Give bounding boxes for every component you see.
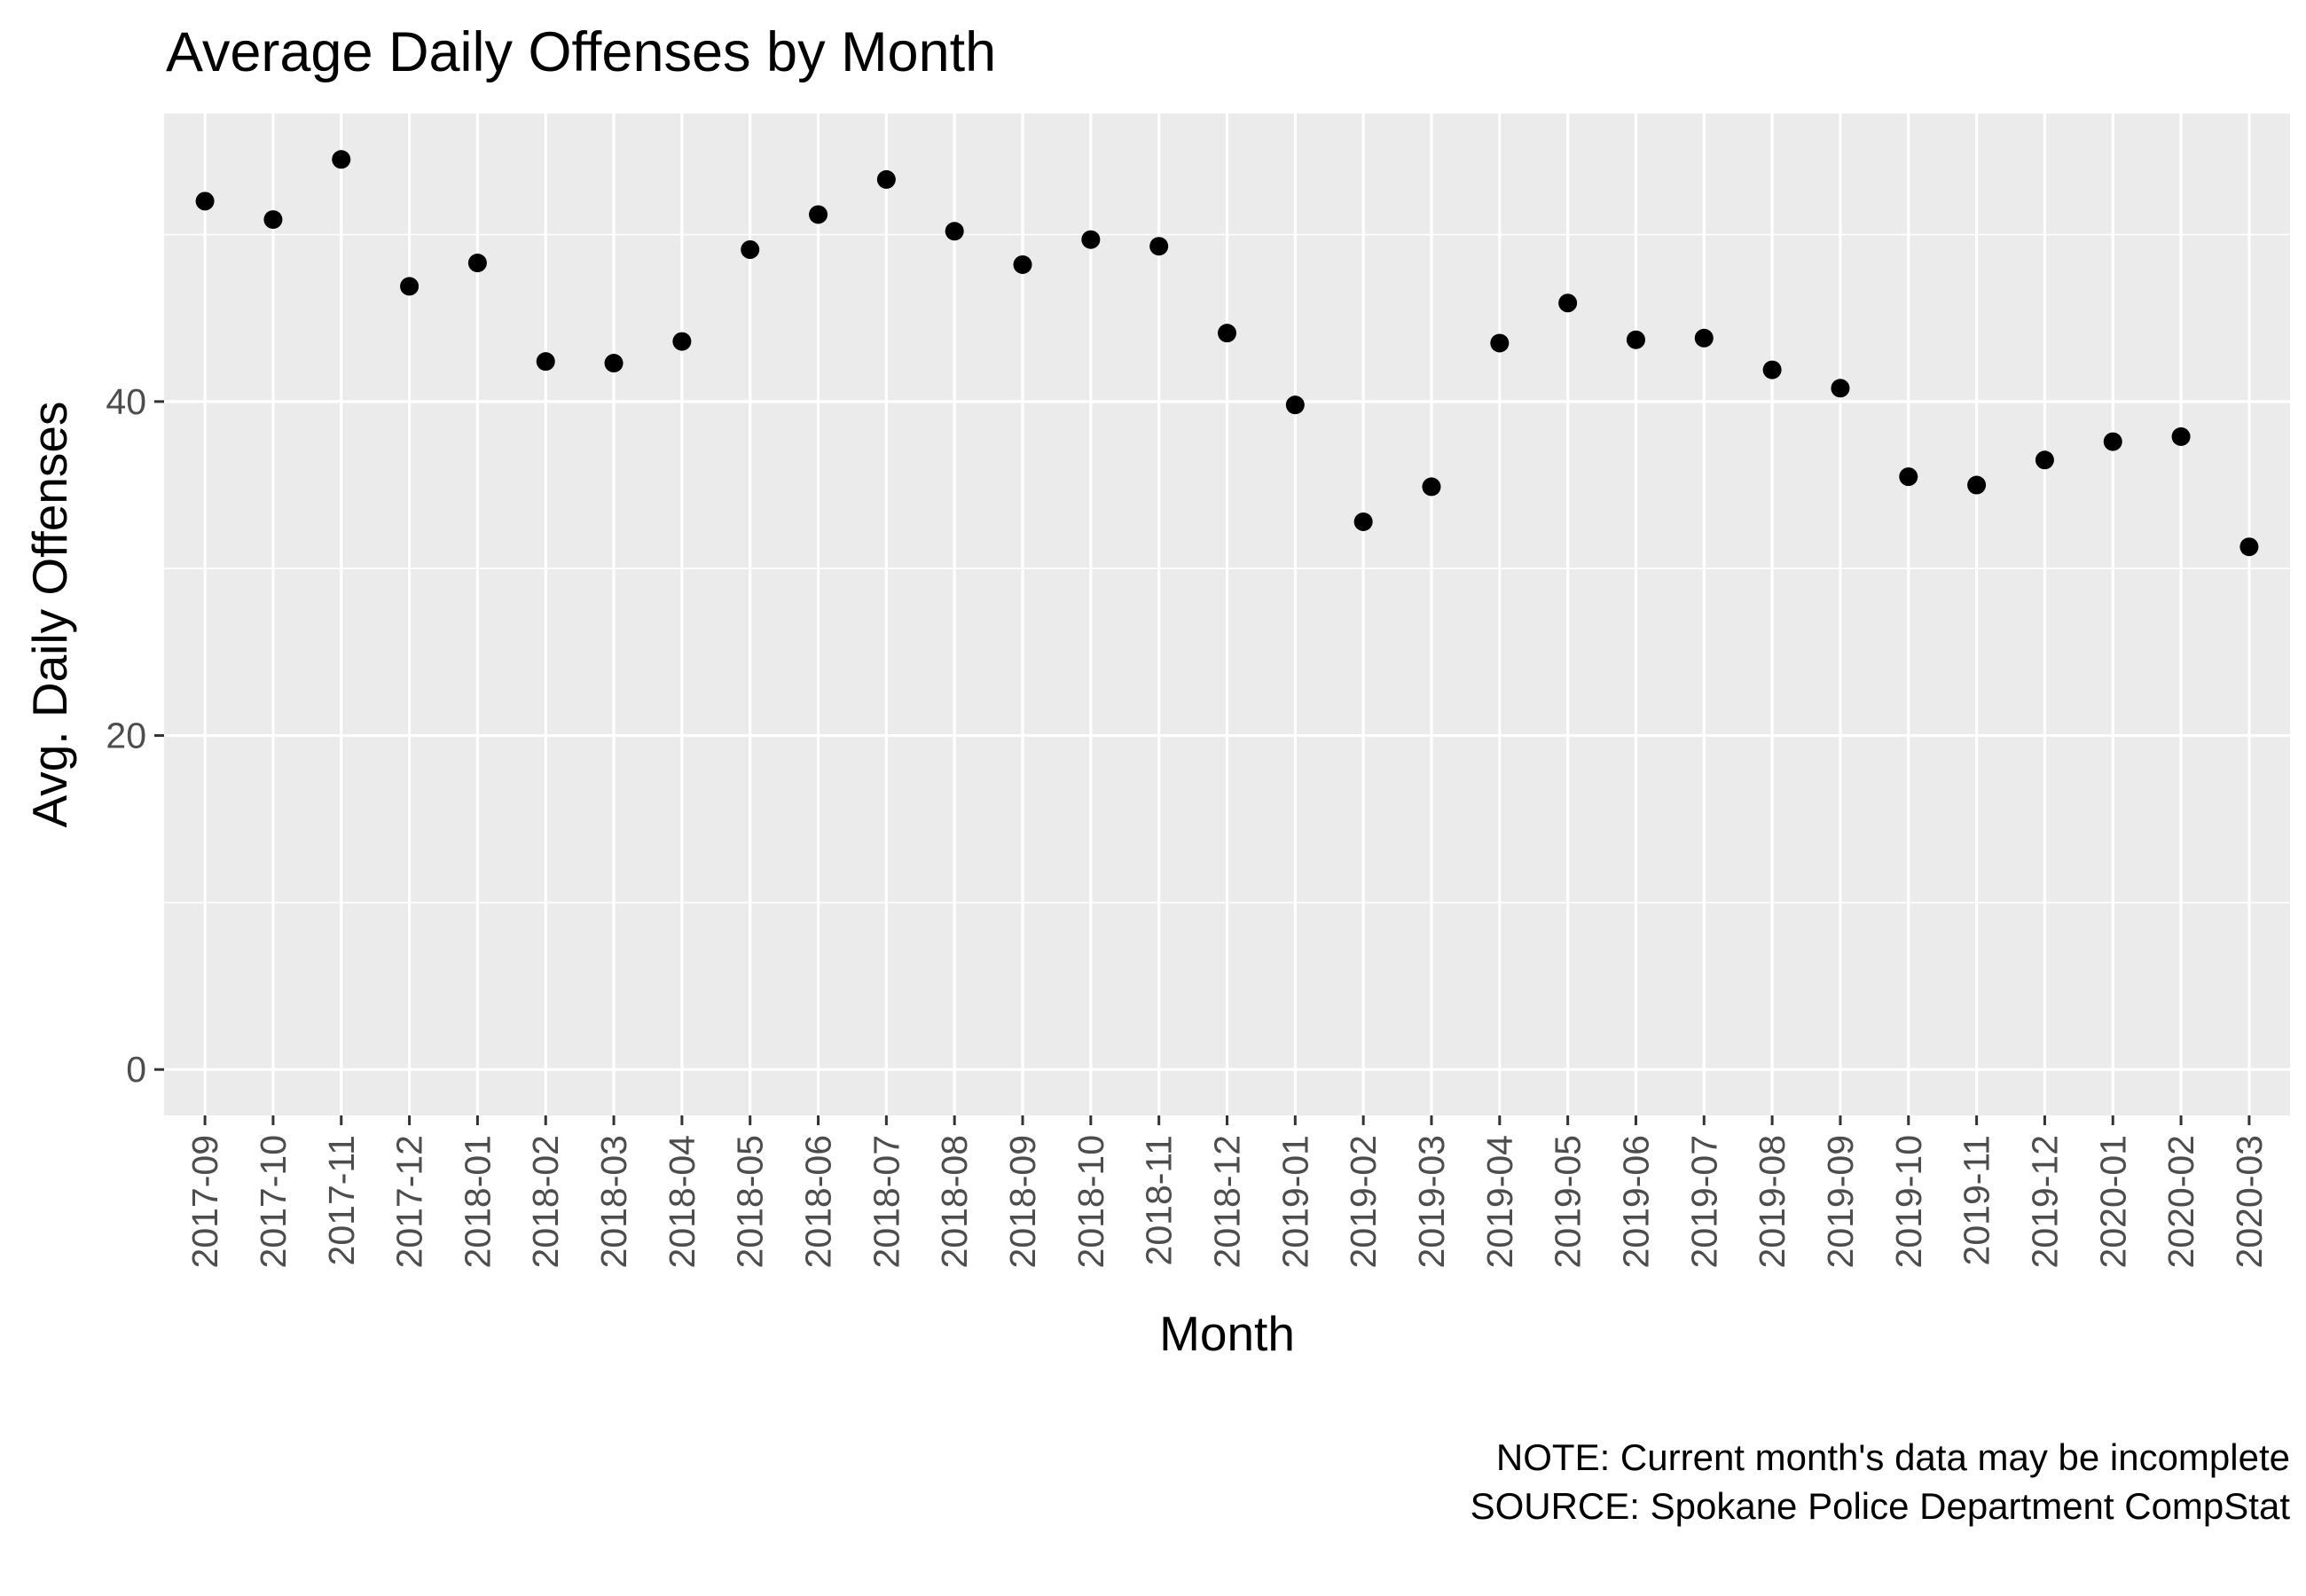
x-tick-label: 2018-12	[1207, 1135, 1248, 1268]
data-point	[1422, 477, 1441, 497]
caption-source: SOURCE: Spokane Police Department CompSt…	[1471, 1485, 2291, 1527]
data-point	[741, 239, 760, 259]
x-tick-label: 2018-09	[1002, 1135, 1043, 1268]
x-tick-label: 2018-05	[730, 1135, 771, 1268]
x-tick-label: 2019-04	[1479, 1135, 1520, 1268]
data-point	[809, 205, 828, 224]
data-point	[1081, 230, 1101, 249]
data-point	[332, 150, 351, 169]
x-tick-label: 2017-09	[184, 1135, 225, 1268]
x-tick-label: 2019-08	[1752, 1135, 1792, 1268]
x-tick-label: 2018-10	[1071, 1135, 1111, 1268]
y-tick-label: 0	[126, 1049, 146, 1090]
x-tick-label: 2019-06	[1615, 1135, 1656, 1268]
x-tick-label: 2019-11	[1957, 1135, 1997, 1265]
x-tick-label: 2018-01	[457, 1135, 498, 1268]
data-point	[1285, 395, 1305, 415]
data-point	[672, 332, 692, 351]
data-point	[1558, 293, 1578, 313]
x-tick-label: 2018-02	[525, 1135, 566, 1268]
x-tick-label: 2019-03	[1411, 1135, 1452, 1268]
grid-lines	[164, 113, 2290, 1115]
data-point	[1013, 254, 1032, 274]
x-tick-label: 2020-02	[2161, 1135, 2201, 1268]
data-point	[536, 352, 555, 372]
x-tick-label: 2017-12	[389, 1135, 430, 1268]
data-point	[1899, 467, 1918, 487]
data-point	[1831, 379, 1850, 398]
data-point	[1694, 328, 1714, 348]
data-point	[1149, 237, 1169, 256]
y-tick-label: 20	[106, 716, 146, 756]
x-tick-label: 2019-09	[1820, 1135, 1861, 1268]
x-tick-label: 2018-11	[1139, 1135, 1180, 1265]
data-point	[263, 210, 283, 230]
data-points	[195, 150, 2259, 557]
x-tick-label: 2019-05	[1548, 1135, 1588, 1268]
y-axis-title: Avg. Daily Offenses	[22, 402, 77, 828]
x-tick-label: 2018-08	[934, 1135, 975, 1268]
x-tick-label: 2019-07	[1683, 1135, 1724, 1268]
x-tick-label: 2017-11	[321, 1135, 362, 1265]
x-tick-label: 2019-01	[1275, 1135, 1315, 1268]
data-point	[2171, 426, 2191, 446]
x-tick-label: 2018-07	[866, 1135, 906, 1268]
data-point	[400, 277, 420, 296]
axes: 0 20 40 2017-09 2017-10 2017-11 2017-12 2018-01…	[106, 381, 2270, 1269]
data-point	[1218, 324, 1236, 343]
data-point	[1762, 360, 1782, 379]
x-tick-label: 2020-03	[2229, 1135, 2270, 1268]
chart-title: Average Daily Offenses by Month	[166, 21, 996, 83]
data-point	[1626, 330, 1645, 349]
x-tick-label: 2018-06	[798, 1135, 839, 1268]
x-tick-label: 2019-02	[1343, 1135, 1384, 1268]
data-point	[2103, 432, 2122, 451]
data-point	[876, 169, 896, 189]
data-point	[467, 254, 487, 273]
x-tick-label: 2017-10	[253, 1135, 294, 1268]
caption-note: NOTE: Current month's data may be incomp…	[1496, 1436, 2290, 1478]
data-point	[1353, 512, 1373, 531]
x-axis-title: Month	[1159, 1306, 1295, 1361]
x-tick-label: 2018-04	[662, 1135, 702, 1268]
data-point	[604, 354, 624, 373]
x-tick-label: 2018-03	[593, 1135, 634, 1268]
data-point	[1490, 333, 1510, 353]
x-tick-label: 2019-12	[2024, 1135, 2065, 1268]
y-tick-label: 40	[106, 381, 146, 422]
data-point	[2035, 450, 2054, 470]
x-tick-label: 2020-01	[2092, 1135, 2133, 1268]
data-point	[195, 192, 215, 211]
x-tick-label: 2019-10	[1888, 1135, 1929, 1268]
data-point	[2239, 537, 2259, 557]
data-point	[945, 222, 964, 241]
data-point	[1967, 475, 1987, 495]
